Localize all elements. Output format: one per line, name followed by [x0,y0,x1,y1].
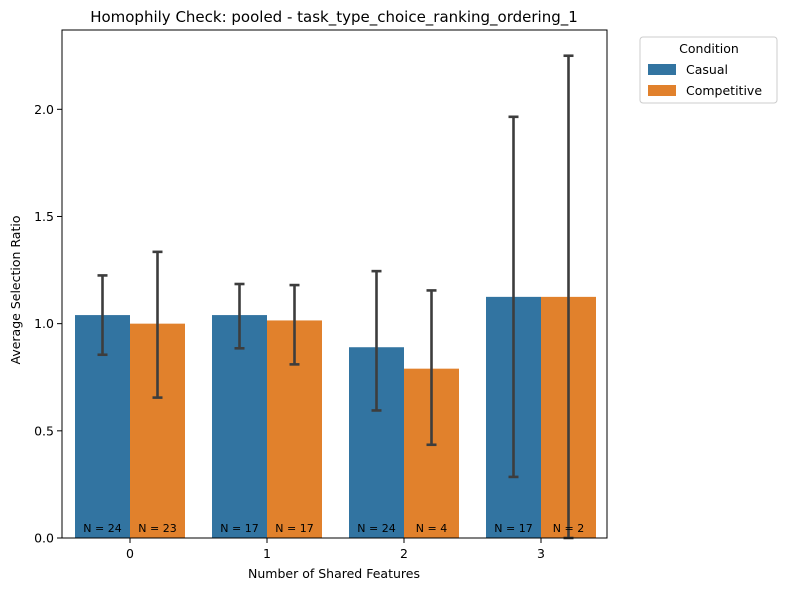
n-label-casual-3: N = 17 [494,522,532,535]
error-bar-casual-1 [234,282,245,350]
error-bar-competitive-2 [426,289,437,447]
legend-swatch-casual [648,64,676,75]
n-label-competitive-0: N = 23 [138,522,176,535]
x-axis-label: Number of Shared Features [248,566,420,581]
legend-swatch-competitive [648,85,676,96]
error-bar-casual-2 [371,269,382,412]
axes-frame [61,29,608,539]
x-tick-label: 3 [537,546,545,561]
n-label-casual-1: N = 17 [220,522,258,535]
error-bar-casual-3 [508,115,519,479]
n-label-casual-0: N = 24 [83,522,121,535]
chart-title: Homophily Check: pooled - task_type_choi… [90,8,578,27]
y-tick-label: 2.0 [34,102,54,117]
legend-label-competitive: Competitive [686,83,762,98]
x-tick-label: 0 [126,546,134,561]
n-label-competitive-1: N = 17 [275,522,313,535]
y-tick-label: 1.0 [34,316,54,331]
y-tick-label: 1.5 [34,209,54,224]
legend-title: Condition [679,41,739,56]
n-label-casual-2: N = 24 [357,522,395,535]
legend-label-casual: Casual [686,62,728,77]
x-tick-label: 2 [400,546,408,561]
error-bar-competitive-0 [152,250,163,399]
error-bar-casual-0 [97,274,108,357]
y-tick-label: 0.0 [34,531,54,546]
y-axis-label: Average Selection Ratio [8,216,23,365]
y-tick-label: 0.5 [34,423,54,438]
n-label-competitive-3: N = 2 [553,522,584,535]
bar-casual-1 [212,315,267,538]
plot-area: N = 24 N = 17 N = 24 N = 17N = 23 N = 17 N = … [34,29,608,561]
x-tick-label: 1 [263,546,271,561]
n-label-competitive-2: N = 4 [416,522,447,535]
legend: Condition Casual Competitive [639,36,778,104]
error-bar-competitive-1 [289,283,300,366]
